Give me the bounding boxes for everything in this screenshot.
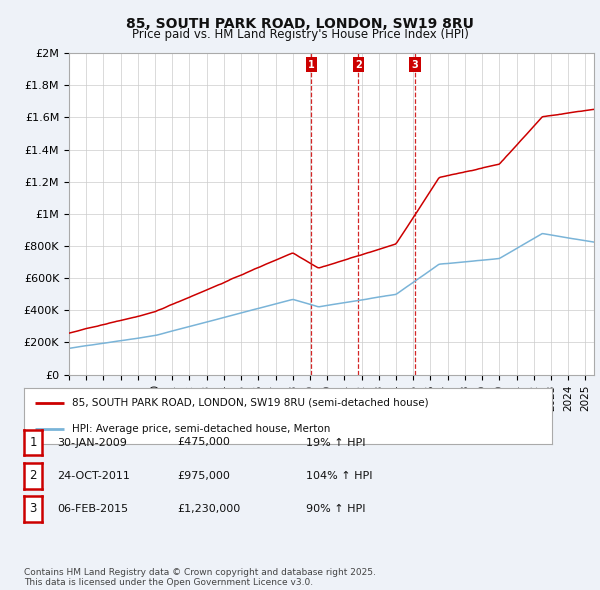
Text: Contains HM Land Registry data © Crown copyright and database right 2025.
This d: Contains HM Land Registry data © Crown c… (24, 568, 376, 587)
Text: 1: 1 (308, 60, 315, 70)
Text: 19% ↑ HPI: 19% ↑ HPI (306, 438, 365, 447)
Text: 3: 3 (29, 502, 37, 515)
Text: 90% ↑ HPI: 90% ↑ HPI (306, 504, 365, 513)
Text: £975,000: £975,000 (177, 471, 230, 480)
Text: Price paid vs. HM Land Registry's House Price Index (HPI): Price paid vs. HM Land Registry's House … (131, 28, 469, 41)
Text: £475,000: £475,000 (177, 438, 230, 447)
Text: 30-JAN-2009: 30-JAN-2009 (57, 438, 127, 447)
Text: 1: 1 (29, 436, 37, 449)
Text: 2: 2 (355, 60, 362, 70)
Text: £1,230,000: £1,230,000 (177, 504, 240, 513)
Text: 2: 2 (29, 469, 37, 482)
Text: HPI: Average price, semi-detached house, Merton: HPI: Average price, semi-detached house,… (71, 424, 330, 434)
Text: 24-OCT-2011: 24-OCT-2011 (57, 471, 130, 480)
Text: 85, SOUTH PARK ROAD, LONDON, SW19 8RU (semi-detached house): 85, SOUTH PARK ROAD, LONDON, SW19 8RU (s… (71, 398, 428, 408)
Text: 104% ↑ HPI: 104% ↑ HPI (306, 471, 373, 480)
Text: 3: 3 (412, 60, 418, 70)
Text: 85, SOUTH PARK ROAD, LONDON, SW19 8RU: 85, SOUTH PARK ROAD, LONDON, SW19 8RU (126, 17, 474, 31)
Text: 06-FEB-2015: 06-FEB-2015 (57, 504, 128, 513)
